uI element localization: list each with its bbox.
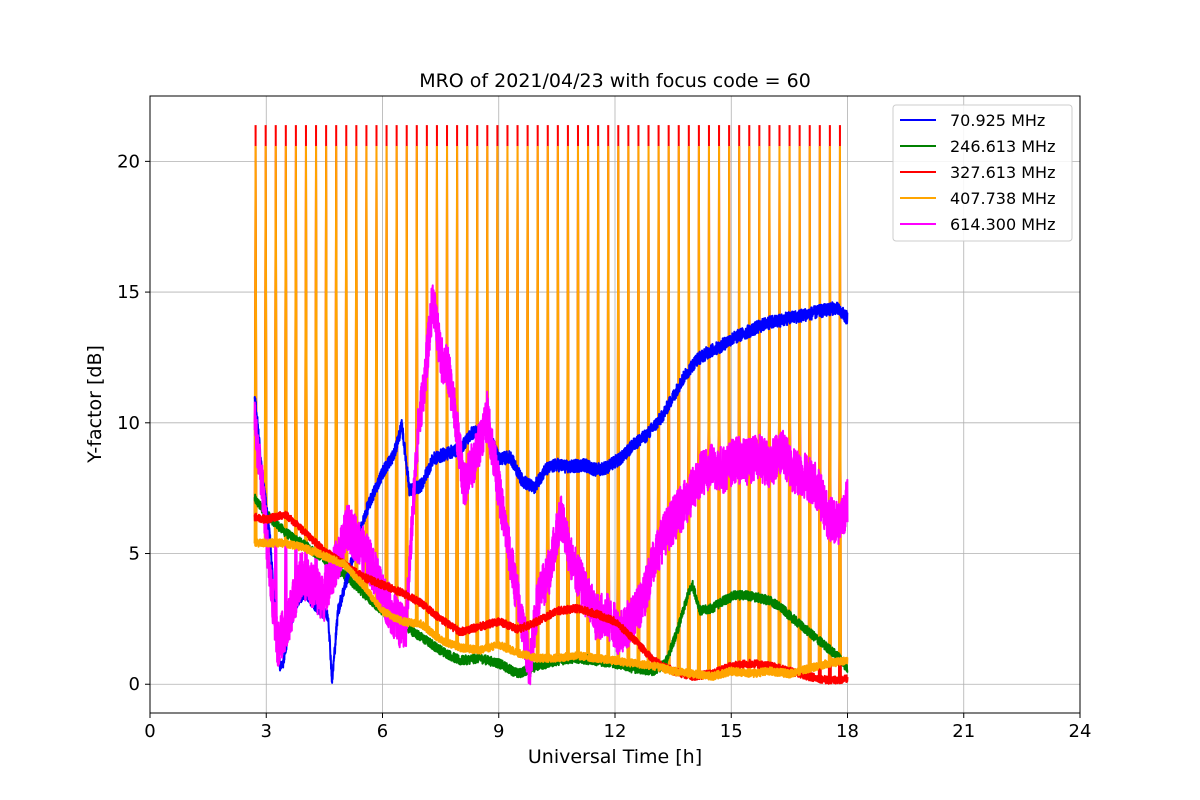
legend-box bbox=[892, 104, 1073, 242]
x-tick-label: 3 bbox=[261, 721, 272, 742]
series-layer bbox=[253, 284, 849, 686]
x-tick-label: 18 bbox=[836, 721, 859, 742]
y-axis-label: Y-factor [dB] bbox=[84, 345, 106, 464]
x-tick-label: 21 bbox=[952, 721, 975, 742]
legend: 70.925 MHz 246.613 MHz 327.613 MHz 407.738 … bbox=[892, 104, 1073, 242]
series-line bbox=[253, 538, 849, 681]
legend-entry: 407.738 MHz bbox=[950, 189, 1055, 208]
y-axis: 0 5 10 15 20 bbox=[117, 151, 150, 695]
y-tick-label: 10 bbox=[117, 413, 140, 434]
y-tick-label: 15 bbox=[117, 282, 140, 303]
series-line bbox=[253, 284, 849, 686]
x-tick-label: 24 bbox=[1069, 721, 1092, 742]
series-line bbox=[253, 510, 849, 685]
x-tick-label: 0 bbox=[144, 721, 155, 742]
x-axis-label: Universal Time [h] bbox=[528, 746, 702, 768]
x-tick-label: 15 bbox=[720, 721, 743, 742]
x-axis: 0 3 6 9 12 15 18 21 24 bbox=[144, 713, 1091, 742]
x-tick-label: 9 bbox=[493, 721, 504, 742]
chart-title: MRO of 2021/04/23 with focus code = 60 bbox=[419, 70, 811, 92]
legend-entry: 614.300 MHz bbox=[950, 215, 1055, 234]
y-tick-label: 20 bbox=[117, 151, 140, 172]
plot-area bbox=[253, 125, 849, 686]
calibration-pulse-trace bbox=[253, 125, 842, 681]
x-tick-label: 12 bbox=[604, 721, 627, 742]
legend-entry: 327.613 MHz bbox=[950, 163, 1055, 182]
x-tick-label: 6 bbox=[377, 721, 388, 742]
calibration-pulse-trace bbox=[253, 145, 842, 676]
calibration-pulses bbox=[253, 125, 842, 681]
y-tick-label: 0 bbox=[129, 674, 140, 695]
legend-entry: 70.925 MHz bbox=[950, 111, 1045, 130]
legend-entry: 246.613 MHz bbox=[950, 137, 1055, 156]
y-tick-label: 5 bbox=[129, 544, 140, 565]
